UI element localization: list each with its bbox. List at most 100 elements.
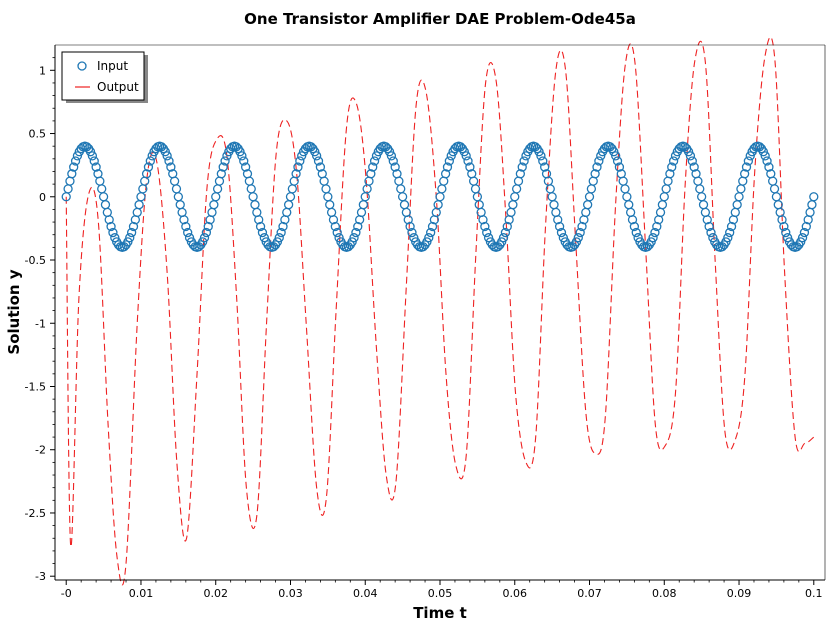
input-point: [141, 169, 152, 179]
input-point: [670, 151, 681, 161]
y-tick-label: 1: [39, 64, 46, 77]
input-point: [349, 233, 359, 243]
input-point: [91, 162, 101, 172]
legend: Input Output: [61, 51, 148, 103]
input-point: [611, 151, 621, 161]
input-point: [777, 215, 787, 225]
input-point: [110, 233, 120, 243]
input-point: [534, 147, 544, 157]
input-point: [500, 227, 511, 238]
input-point: [125, 233, 135, 243]
input-point: [502, 221, 512, 232]
input-point: [347, 237, 357, 247]
input-point: [762, 156, 772, 166]
input-point: [334, 233, 344, 243]
input-point: [405, 221, 415, 232]
input-point: [237, 151, 247, 161]
input-point: [72, 151, 83, 161]
input-point: [779, 221, 789, 232]
input-point: [627, 215, 638, 225]
y-tick-label: -0.5: [25, 254, 46, 267]
input-point: [291, 169, 301, 179]
legend-input-label: Input: [97, 59, 128, 73]
input-point: [809, 192, 819, 202]
input-point: [442, 162, 453, 172]
input-point: [315, 162, 326, 172]
input-point: [386, 151, 397, 161]
input-point: [614, 162, 625, 172]
y-tick-label: -1: [35, 317, 46, 330]
input-point: [612, 156, 623, 166]
input-point: [782, 233, 793, 243]
input-point: [685, 151, 696, 161]
input-point: [725, 227, 735, 238]
input-point: [741, 162, 752, 172]
input-point: [295, 156, 305, 166]
output-series-line: [65, 36, 815, 586]
input-point: [218, 162, 228, 172]
input-point: [220, 156, 230, 166]
input-point: [556, 227, 567, 238]
chart-title: One Transistor Amplifier DAE Problem-Ode…: [244, 10, 636, 28]
input-point: [538, 156, 548, 166]
input-point: [106, 221, 116, 232]
input-point: [463, 156, 473, 166]
input-point: [706, 227, 716, 238]
input-point: [369, 156, 380, 166]
input-point: [276, 227, 286, 238]
input-point: [609, 147, 619, 157]
input-point: [235, 147, 245, 157]
input-point: [540, 162, 550, 172]
x-tick-label: 0.04: [353, 587, 378, 600]
input-point: [648, 233, 658, 243]
input-point: [201, 227, 212, 238]
input-point: [553, 215, 563, 225]
input-point: [592, 162, 602, 172]
input-point: [646, 237, 656, 247]
input-point: [424, 233, 434, 243]
input-point: [203, 221, 213, 232]
input-point: [311, 151, 322, 161]
input-point: [444, 156, 454, 166]
input-point: [166, 162, 176, 172]
input-point: [126, 227, 137, 238]
input-point: [440, 169, 451, 179]
input-point: [222, 151, 232, 161]
input-point: [368, 162, 378, 172]
input-point: [758, 147, 768, 157]
input-point: [521, 151, 531, 161]
x-tick-label: 0.05: [428, 587, 453, 600]
input-point: [69, 162, 79, 172]
input-point: [554, 221, 565, 232]
input-point: [629, 221, 640, 232]
axes-layer: -0 0.01 0.02 0.03 0.04 0.05 0.06 0.07 0.08 0.09 0.…: [25, 44, 826, 600]
input-point: [89, 156, 99, 166]
input-point: [67, 169, 77, 179]
input-point: [633, 233, 643, 243]
input-point: [85, 147, 96, 157]
input-point: [422, 237, 432, 247]
input-point: [497, 237, 507, 247]
input-point: [702, 215, 712, 225]
input-point: [427, 221, 438, 232]
input-point: [403, 215, 413, 225]
input-point: [708, 233, 718, 243]
input-point: [797, 233, 808, 243]
input-point: [594, 156, 604, 166]
input-point: [351, 227, 361, 238]
input-point: [764, 162, 774, 172]
input-point: [760, 151, 770, 161]
input-point: [558, 233, 568, 243]
input-point: [650, 227, 660, 238]
input-point: [721, 237, 731, 247]
input-point: [128, 221, 139, 232]
input-point: [199, 233, 210, 243]
input-point: [687, 156, 697, 166]
input-point: [575, 227, 585, 238]
input-point: [330, 221, 340, 232]
input-point: [293, 162, 303, 172]
input-point: [254, 215, 264, 225]
input-point: [745, 151, 755, 161]
input-point: [515, 169, 526, 179]
input-point: [297, 151, 307, 161]
